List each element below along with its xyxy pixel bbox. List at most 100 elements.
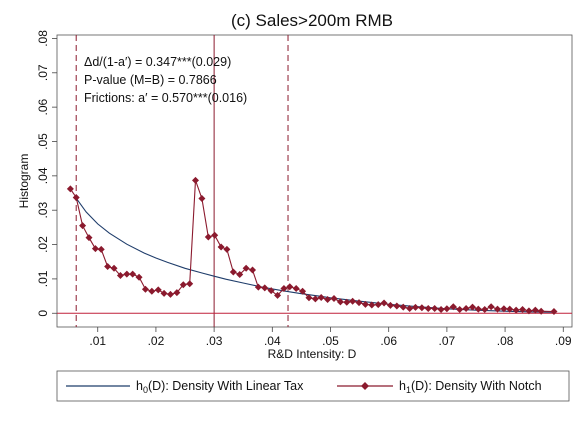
series-h1-point [292,285,300,293]
series-h1-point [85,234,93,242]
x-tick-label: .09 [555,334,572,348]
series-h1-point [110,264,118,272]
legend-box [56,370,570,402]
series-h1-point [550,308,558,316]
series-h1-point [191,176,199,184]
series-h1-point [166,290,174,298]
y-tick-label: .02 [36,236,50,253]
series-h1-point [537,307,545,315]
series-h1-point [286,283,294,291]
series-h1-point [336,298,344,306]
y-tick-label: .08 [36,30,50,47]
series-h1-point [104,263,112,271]
legend: h0(D): Density With Linear Tax h1(D): De… [56,370,570,402]
series-h1-point [179,281,187,289]
series-h1-point [148,287,156,295]
legend-h1-subscript: 1 [406,385,411,395]
reference-lines [75,35,289,327]
legend-h1-text: (D): Density With Notch [411,379,542,393]
series-h1-point [406,304,414,312]
annotation-line-1: Δd/(1-a′) = 0.347***(0.029) [84,55,231,69]
y-axis-label: Histogram [17,154,31,209]
x-axis: .01 .02 .03 .04 .05 .06 .07 .08 .09 [89,327,572,348]
series-h1-point [380,299,388,307]
series-h1-point [462,304,470,312]
series-h1-point [160,289,168,297]
series-h1-point [141,285,149,293]
x-tick-label: .07 [439,334,456,348]
series-h1-point [254,283,262,291]
series-h1-point [299,287,307,295]
series-h1-point [91,245,99,253]
x-tick-label: .04 [264,334,281,348]
series-h1-point [449,303,457,311]
series-h1-point [349,297,357,305]
y-tick-label: .04 [36,167,50,184]
series-h1-point [236,270,244,278]
x-tick-label: .02 [148,334,165,348]
series-h1-point [211,231,219,239]
legend-h0-text: (D): Density With Linear Tax [148,379,304,393]
series-h1-point [443,305,451,313]
x-tick-label: .08 [497,334,514,348]
series-h1-point [487,303,495,311]
series-h1-point [261,284,269,292]
series-h1-point [79,222,87,230]
series-h1-point [506,305,514,313]
plot-frame [56,34,573,328]
series-h1-point [431,304,439,312]
series-layer [66,176,558,316]
series-h1-point [525,307,533,315]
y-tick-label: .07 [36,64,50,81]
annotation-line-2: P-value (M=B) = 0.7866 [84,73,217,87]
legend-label-h1: h1(D): Density With Notch [399,379,542,395]
series-h1-point [437,305,445,313]
series-h1-point [393,302,401,310]
annotation-line-3: Frictions: a′ = 0.570***(0.016) [84,91,247,105]
series-h1-point [399,303,407,311]
legend-h0-subscript: 0 [143,385,148,395]
x-tick-label: .05 [322,334,339,348]
series-h1-point [305,294,313,302]
series-h1-point [355,299,363,307]
y-axis: 0 .01 .02 .03 .04 .05 .06 .07 .08 [36,30,57,317]
series-h1-point [424,304,432,312]
series-h1-point [531,306,539,314]
series-h1-point [374,301,382,309]
series-h1-point [72,193,80,201]
x-tick-label: .06 [380,334,397,348]
series-h1-point [330,294,338,302]
series-h1-point [129,270,137,278]
series-h1-point [123,270,131,278]
series-h1-point [411,303,419,311]
series-h1-point [116,271,124,279]
series-h1-point [280,285,288,293]
series-h1-point [512,306,520,314]
x-axis-label: R&D Intensity: D [268,347,357,361]
series-h1-point [229,268,237,276]
series-h1-point [135,273,143,281]
series-h1-point [324,296,332,304]
x-tick-label: .01 [89,334,106,348]
x-tick-label: .03 [206,334,223,348]
legend-label-h0: h0(D): Density With Linear Tax [136,379,304,395]
series-h1-point [494,305,502,313]
series-h1-point [249,266,257,274]
series-h1-point [418,304,426,312]
series-h1-point [456,305,464,313]
chart-title: (c) Sales>200m RMB [231,11,393,30]
y-tick-label: .05 [36,133,50,150]
series-h1-point [386,301,394,309]
series-h1-point [519,305,527,313]
legend-h1-symbol: h [399,379,406,393]
y-tick-label: .03 [36,202,50,219]
series-h1-point [186,280,194,288]
legend-marker-h1 [361,382,369,390]
series-h1-point [173,289,181,297]
series-h1-point [474,305,482,313]
legend-h0-symbol: h [136,379,143,393]
series-h1-point [66,185,74,193]
series-h1-point [267,287,275,295]
